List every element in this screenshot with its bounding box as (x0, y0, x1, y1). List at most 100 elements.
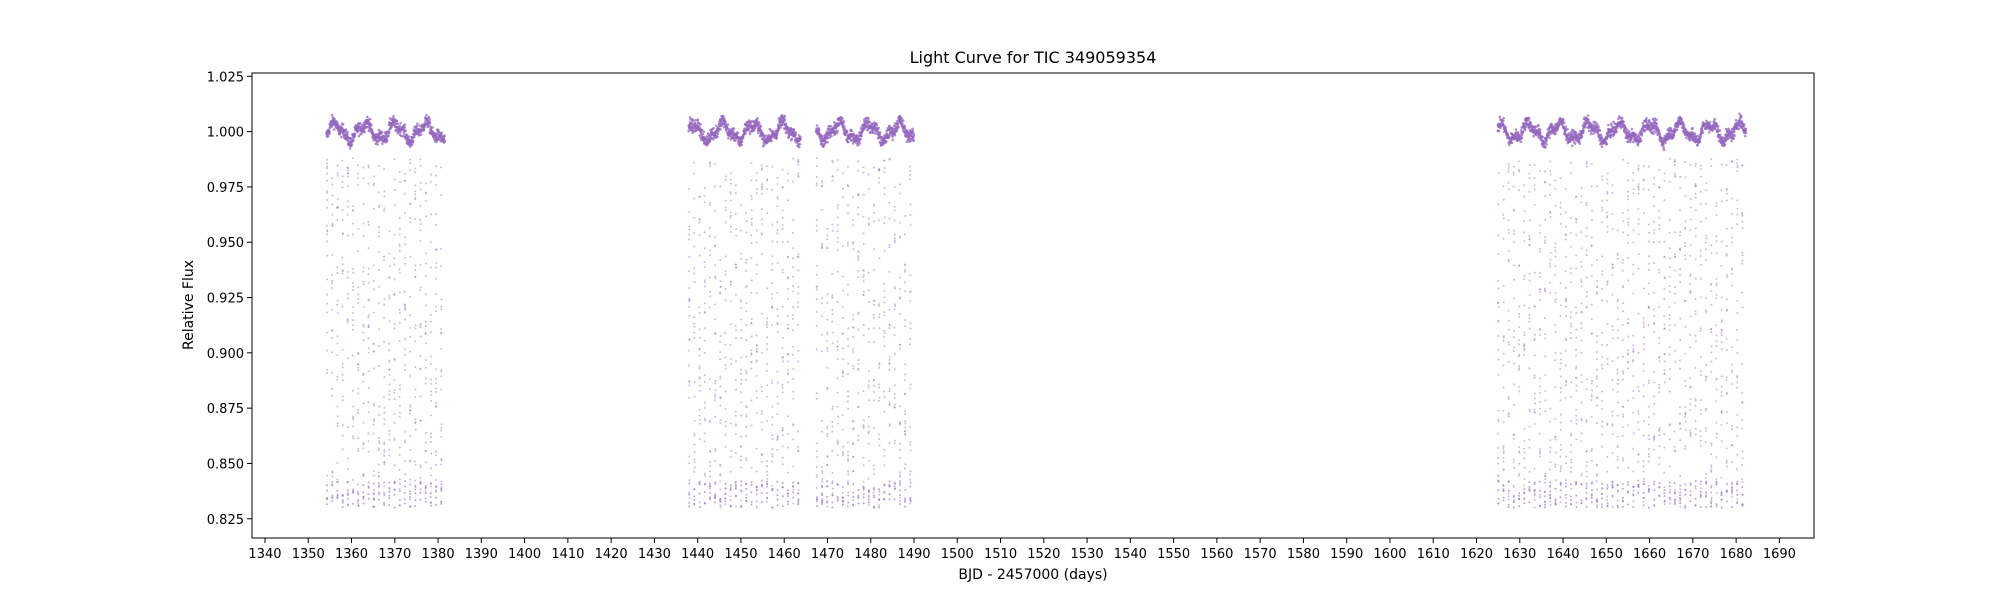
data-point (367, 325, 370, 328)
data-point (357, 352, 360, 355)
data-point (821, 333, 824, 336)
data-point (846, 244, 849, 247)
data-point (755, 192, 758, 195)
data-point (857, 439, 860, 442)
data-point (440, 480, 443, 483)
data-point (1497, 234, 1500, 237)
data-point (750, 179, 753, 182)
data-point (904, 318, 907, 321)
data-point (732, 127, 736, 130)
data-point (1657, 129, 1661, 133)
data-point (868, 301, 870, 304)
data-point (878, 399, 881, 402)
data-point (841, 306, 844, 309)
data-point (862, 390, 865, 393)
data-point (352, 271, 355, 274)
data-point (730, 172, 733, 175)
data-point (826, 485, 829, 488)
data-point (388, 494, 391, 497)
data-point (388, 349, 391, 352)
data-point (873, 506, 876, 509)
data-point (888, 324, 891, 327)
data-point (347, 468, 350, 471)
data-point (831, 501, 834, 504)
data-point (851, 195, 854, 198)
data-point (740, 252, 742, 255)
data-point (797, 488, 800, 491)
data-point (336, 303, 339, 306)
data-point (688, 287, 691, 290)
data-point (341, 362, 344, 365)
data-point (792, 346, 795, 349)
data-point (443, 140, 447, 143)
data-point (792, 257, 795, 260)
data-point (745, 339, 748, 342)
data-point (404, 307, 407, 310)
data-point (351, 328, 354, 331)
data-point (883, 335, 886, 338)
data-point (820, 245, 823, 248)
data-point (893, 286, 896, 289)
data-point (703, 432, 706, 435)
data-point (409, 255, 412, 258)
data-point (739, 499, 742, 502)
data-point (857, 434, 860, 437)
data-point (852, 420, 855, 423)
data-point (1651, 132, 1655, 136)
data-point (781, 384, 784, 387)
data-point (398, 405, 401, 408)
data-point (903, 393, 906, 396)
data-point (852, 318, 855, 321)
data-point (740, 445, 743, 448)
data-point (781, 360, 784, 363)
data-point (351, 415, 354, 418)
data-point (903, 467, 906, 470)
data-point (857, 250, 860, 253)
data-point (719, 358, 722, 361)
data-point (867, 416, 870, 419)
data-point (1510, 141, 1514, 145)
data-point (1612, 120, 1615, 124)
data-point (841, 372, 844, 375)
data-point (357, 301, 360, 304)
data-point (787, 277, 790, 280)
data-point (852, 350, 855, 353)
data-point (328, 131, 331, 134)
data-point (724, 390, 727, 393)
data-point (815, 449, 818, 452)
data-point (336, 207, 339, 210)
data-point (771, 506, 774, 509)
data-point (909, 443, 912, 446)
data-point (352, 222, 355, 225)
data-point (404, 338, 407, 341)
data-point (1734, 118, 1738, 122)
data-point (409, 403, 412, 406)
data-point (331, 224, 334, 227)
data-point (403, 306, 406, 309)
data-point (388, 297, 391, 300)
data-point (698, 306, 701, 309)
data-point (414, 488, 417, 491)
data-point (815, 392, 818, 395)
data-point (873, 269, 876, 272)
data-point (867, 425, 870, 428)
data-point (776, 308, 779, 311)
data-point (1497, 420, 1500, 423)
data-point (781, 216, 784, 219)
data-point (414, 218, 417, 220)
data-point (367, 314, 370, 317)
data-point (904, 433, 907, 436)
data-point (898, 421, 901, 424)
data-point (873, 131, 877, 135)
data-point (857, 192, 860, 195)
data-point (760, 167, 763, 170)
data-point (797, 323, 800, 326)
data-point (904, 497, 907, 500)
data-point (388, 368, 391, 371)
data-point (367, 440, 370, 443)
data-point (356, 250, 359, 253)
data-point (862, 166, 865, 169)
data-point (755, 334, 758, 337)
data-point (781, 427, 784, 430)
data-point (1643, 128, 1647, 132)
